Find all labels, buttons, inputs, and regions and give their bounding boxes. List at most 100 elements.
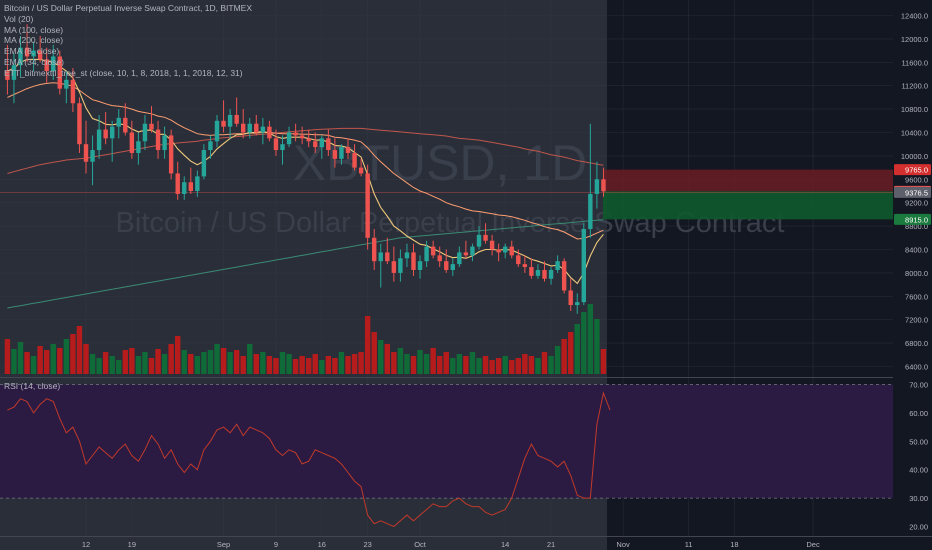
time-axis[interactable]: 12 19 Sep 9 16 23 Oct 14 21 Nov 11 18 Dec: [0, 536, 932, 550]
candle-body: [404, 252, 410, 259]
candle-body: [601, 179, 606, 192]
volume-bar: [476, 358, 482, 374]
candle-body: [424, 246, 429, 262]
price-label-box: [894, 213, 931, 225]
volume-bar: [122, 350, 128, 374]
volume-bar: [351, 354, 358, 374]
time-tick-label: 11: [685, 540, 693, 549]
volume-bar: [148, 358, 155, 374]
volume-bar: [338, 352, 345, 374]
volume-bar: [417, 350, 423, 374]
rsi-band: [0, 384, 893, 499]
volume-bar: [11, 349, 17, 374]
candle-body: [378, 252, 383, 262]
candle-body: [51, 56, 56, 72]
candles: [5, 24, 606, 314]
volume-bar: [175, 336, 181, 374]
legend-ma200[interactable]: MA (200, close): [4, 35, 64, 46]
candle-body: [201, 150, 207, 177]
candle-body: [254, 123, 259, 133]
rsi-legend[interactable]: RSI (14, close): [4, 381, 61, 391]
candle-body: [483, 234, 488, 241]
volume-bar: [161, 354, 168, 374]
volume-bar: [378, 340, 384, 374]
candle-body: [162, 135, 167, 151]
candle-body: [77, 103, 82, 145]
candle-body: [70, 79, 76, 104]
volume-bar: [509, 360, 515, 374]
legend-title[interactable]: Bitcoin / US Dollar Perpetual Inverse Sw…: [4, 3, 253, 13]
candle-body: [299, 135, 305, 139]
legend-ema34[interactable]: EMA (34, close): [4, 56, 64, 67]
candle-body: [372, 237, 377, 262]
volume-bar: [371, 332, 377, 374]
volume-bar: [548, 356, 554, 374]
candle-body: [575, 302, 580, 306]
volume-bar: [253, 354, 259, 374]
rsi-tick-label: 30.00: [909, 494, 928, 503]
volume-bar: [502, 356, 508, 374]
volume-bar: [57, 348, 63, 374]
volume-bar: [397, 348, 404, 374]
volume-bar: [168, 344, 174, 374]
candle-body: [430, 246, 436, 256]
volume-bar: [292, 359, 299, 374]
volume-bar: [319, 360, 325, 374]
volume-bar: [116, 360, 122, 374]
candle-body: [116, 117, 121, 127]
volume-bar: [600, 349, 607, 374]
volume-bar: [240, 356, 246, 374]
price-label-text: 9376.5: [905, 188, 928, 197]
volume-bar: [76, 326, 83, 374]
candle-body: [319, 138, 324, 148]
time-tick-label: Sep: [217, 540, 230, 549]
volume-bar: [233, 350, 240, 374]
candle-body: [247, 123, 252, 133]
volume-bar: [345, 356, 351, 374]
rsi-tick-label: 40.00: [909, 466, 928, 475]
candle-body: [273, 138, 279, 151]
volume-bar: [70, 334, 76, 374]
volume-bar: [30, 356, 37, 374]
candle-body: [450, 264, 455, 270]
candle-body: [175, 173, 180, 194]
volume-bar: [89, 354, 96, 374]
watermark-symbol: XBTUSD, 1D: [293, 135, 588, 191]
price-tick-label: 10400.0: [901, 129, 928, 138]
price-tick-label: 6400.0: [905, 363, 928, 372]
candle-body: [96, 129, 102, 151]
volume-bar: [44, 350, 50, 374]
candle-body: [31, 50, 36, 57]
price-axis[interactable]: 6400.0 6800.0 7200.0 7600.0 8000.0 8400.0 8800…: [901, 12, 928, 372]
volume-bar: [535, 358, 541, 374]
volume-bar: [102, 352, 109, 374]
volume-bar: [541, 352, 548, 374]
volume-bar: [528, 356, 535, 374]
candle-body: [332, 150, 338, 159]
legend-vol[interactable]: Vol (20): [4, 13, 34, 24]
volume-bar: [594, 319, 600, 374]
candle-body: [411, 252, 416, 270]
candle-body: [182, 182, 187, 194]
volume-bar: [109, 356, 115, 374]
volume-bar: [63, 339, 70, 374]
legend-ema8[interactable]: EMA (8, close): [4, 46, 60, 57]
candle-body: [103, 129, 108, 139]
candle-body: [417, 261, 423, 270]
volume-bar: [561, 339, 567, 374]
candle-body: [588, 193, 593, 230]
volume-bar: [247, 344, 253, 374]
price-tick-label: 12000.0: [901, 35, 928, 44]
candle-body: [489, 240, 495, 250]
volume-bar: [437, 356, 443, 374]
legend-ma100[interactable]: MA (100, close): [4, 24, 64, 35]
candle-body: [509, 246, 514, 256]
price-tick-label: 6800.0: [905, 339, 928, 348]
candle-body: [293, 132, 298, 136]
volume-bars: [4, 304, 607, 374]
candle-body: [548, 269, 554, 279]
legend-ett[interactable]: ETT_bitmexttl_tree_st (close, 10, 1, 8, …: [4, 67, 243, 78]
candle-body: [398, 258, 403, 273]
volume-bar: [24, 352, 30, 374]
candle-body: [555, 261, 560, 270]
